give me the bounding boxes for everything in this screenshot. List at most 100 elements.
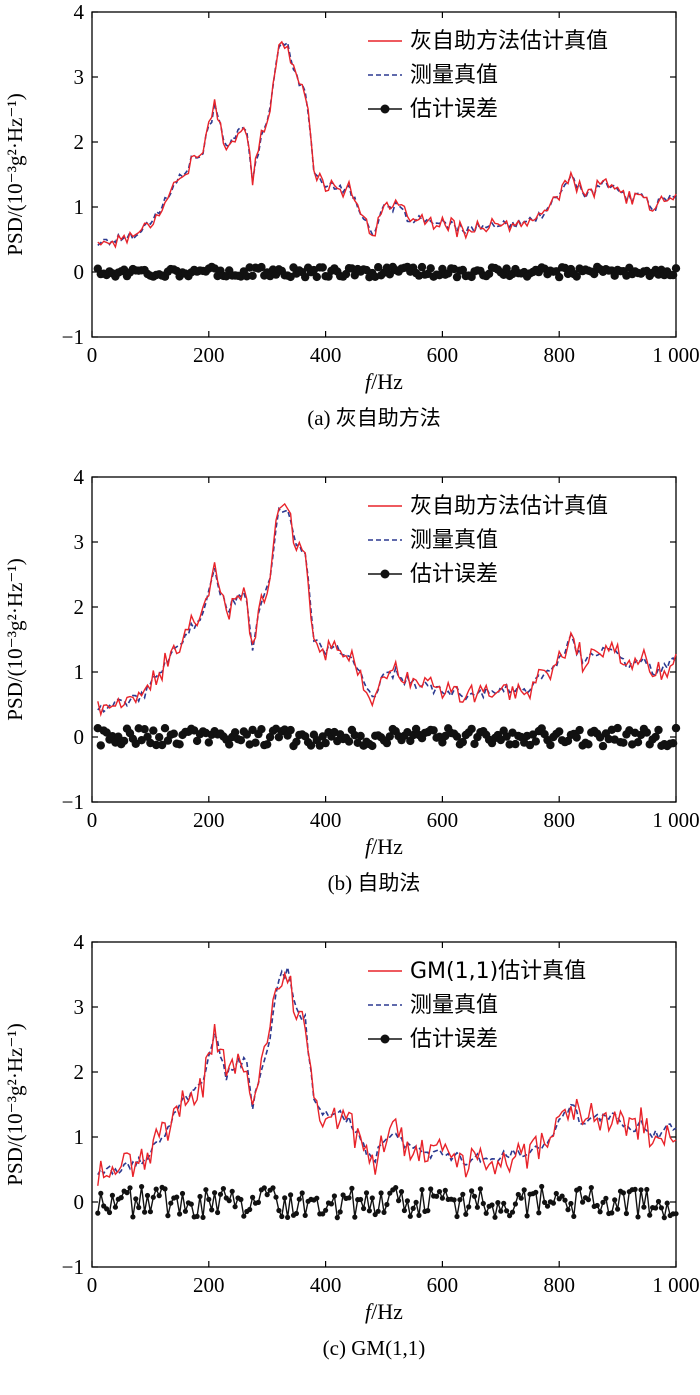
y-tick-label: 1	[74, 660, 85, 684]
error-point	[264, 1192, 270, 1198]
legend-estimate-label: 灰自助方法估计真值	[410, 494, 608, 519]
error-point	[130, 1214, 136, 1220]
series-measured-line	[97, 40, 677, 246]
error-point	[203, 1187, 209, 1193]
x-tick-label: 600	[427, 1273, 459, 1297]
error-point	[155, 733, 164, 742]
error-point	[571, 1213, 577, 1219]
error-point	[385, 270, 394, 279]
error-point	[238, 1196, 244, 1203]
error-point	[106, 1209, 113, 1216]
x-tick-label: 200	[193, 343, 225, 367]
error-point	[619, 738, 628, 747]
error-point	[368, 741, 377, 751]
error-point	[174, 1194, 180, 1200]
error-point	[504, 1208, 510, 1214]
error-point	[632, 1186, 638, 1192]
error-point	[393, 1185, 399, 1191]
error-point	[507, 1213, 513, 1219]
error-point	[509, 1209, 516, 1215]
error-point	[664, 1200, 670, 1206]
legend-measured-label: 测量真值	[410, 528, 498, 553]
error-point	[314, 1195, 320, 1201]
error-point	[133, 1196, 139, 1202]
legend-measured-label: 测量真值	[410, 63, 498, 88]
error-point	[597, 1209, 603, 1215]
legend-estimate-label: 灰自助方法估计真值	[410, 29, 608, 54]
error-point	[568, 1200, 574, 1207]
error-point	[452, 732, 462, 741]
y-axis-label: PSD/(10⁻³g²·Hz⁻¹)	[3, 558, 27, 720]
error-point	[139, 1184, 145, 1190]
y-axis-label: PSD/(10⁻³g²·Hz⁻¹)	[3, 93, 27, 255]
error-point	[451, 1197, 457, 1203]
error-point	[542, 1199, 548, 1205]
error-point	[215, 1209, 221, 1216]
error-point	[296, 1196, 302, 1202]
error-point	[257, 725, 266, 734]
error-point	[293, 1210, 299, 1217]
error-point	[118, 1195, 124, 1201]
x-tick-label: 400	[310, 1273, 342, 1297]
error-point	[356, 731, 365, 741]
error-point	[521, 1187, 527, 1193]
error-point	[533, 1189, 539, 1195]
error-point	[204, 738, 213, 747]
error-point	[366, 1208, 372, 1214]
error-point	[192, 736, 202, 746]
error-point	[217, 1191, 224, 1197]
error-point	[483, 1210, 489, 1216]
error-point	[471, 1193, 478, 1199]
error-point	[442, 1187, 448, 1193]
error-point	[642, 728, 651, 737]
y-tick-label: 3	[74, 995, 85, 1019]
y-tick-label: −1	[62, 325, 84, 349]
error-point	[655, 1198, 662, 1205]
y-tick-label: −1	[62, 1255, 84, 1279]
error-point	[489, 1202, 495, 1208]
error-point	[206, 1196, 212, 1202]
y-tick-label: 4	[74, 0, 85, 24]
error-point	[273, 1194, 279, 1200]
error-point	[518, 1195, 524, 1201]
error-point	[577, 1185, 583, 1192]
error-point	[401, 1207, 407, 1214]
error-point	[375, 1208, 381, 1214]
error-point	[200, 1214, 206, 1220]
x-axis-label-italic: f	[365, 1299, 374, 1324]
series-estimate-line	[97, 40, 677, 249]
error-point	[572, 272, 581, 281]
error-point	[331, 1193, 337, 1199]
error-point	[98, 1190, 104, 1196]
error-point	[651, 732, 660, 742]
error-point	[555, 272, 564, 282]
error-point	[363, 1190, 370, 1196]
error-point	[384, 1201, 390, 1208]
error-point	[426, 264, 435, 273]
error-point	[668, 739, 678, 748]
error-point	[612, 1197, 618, 1203]
error-point	[156, 1193, 162, 1199]
error-point	[165, 1213, 171, 1219]
error-point	[248, 271, 257, 280]
error-point	[160, 724, 170, 733]
x-tick-label: 0	[87, 343, 98, 367]
legend-error-label: 估计误差	[410, 562, 498, 587]
error-point	[136, 1204, 142, 1211]
error-point	[109, 1192, 115, 1198]
error-point	[251, 738, 260, 747]
x-tick-label: 200	[193, 808, 225, 832]
error-point	[318, 263, 327, 272]
error-point	[419, 1187, 425, 1193]
error-point	[658, 1205, 665, 1211]
error-point	[282, 1195, 288, 1201]
error-point	[177, 1211, 183, 1217]
error-point	[340, 1192, 346, 1198]
error-point	[197, 1193, 203, 1200]
error-point	[492, 1214, 498, 1220]
plot-frame	[91, 476, 677, 803]
error-point	[385, 732, 394, 741]
error-point	[114, 732, 123, 741]
error-point	[334, 1215, 340, 1221]
x-tick-label: 1 000	[652, 343, 699, 367]
